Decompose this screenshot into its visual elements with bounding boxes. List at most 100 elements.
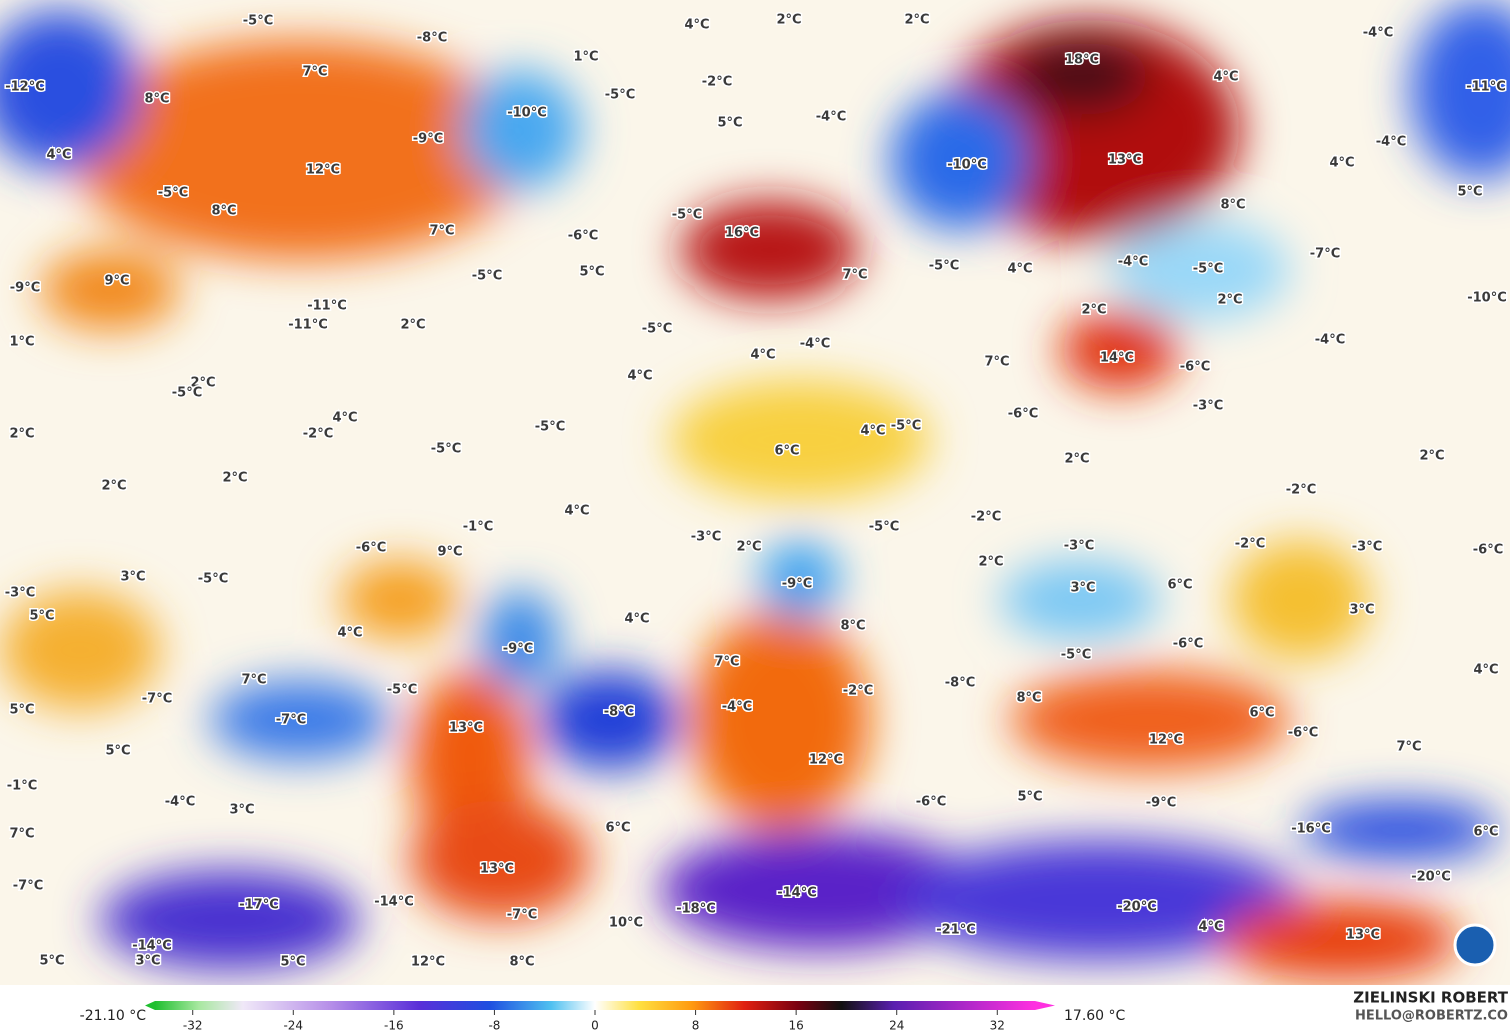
temperature-label: 13°C: [449, 721, 483, 736]
temperature-label: 2°C: [736, 540, 761, 555]
temperature-label: -11°C: [307, 299, 347, 314]
temperature-label: 3°C: [1070, 581, 1095, 596]
temperature-label: -5°C: [198, 572, 228, 587]
noaa-logo: [1453, 923, 1497, 967]
temperature-label: -2°C: [1235, 537, 1265, 552]
temperature-label: 6°C: [605, 821, 630, 836]
temperature-label: -18°C: [676, 902, 716, 917]
temperature-label: 2°C: [400, 318, 425, 333]
temperature-label: 4°C: [332, 411, 357, 426]
temperature-label: 4°C: [46, 148, 71, 163]
temperature-label: -5°C: [243, 14, 273, 29]
temperature-label: -10°C: [507, 106, 547, 121]
temperature-label: -4°C: [1118, 255, 1148, 270]
temperature-label: -2°C: [1286, 483, 1316, 498]
temperature-label: -4°C: [816, 110, 846, 125]
temperature-label: 4°C: [750, 348, 775, 363]
temperature-label: -7°C: [13, 879, 43, 894]
temperature-label: -5°C: [869, 520, 899, 535]
temperature-label: 1°C: [9, 335, 34, 350]
temperature-label: -7°C: [1310, 247, 1340, 262]
temperature-label: -5°C: [1193, 262, 1223, 277]
temperature-label: 3°C: [1349, 603, 1374, 618]
temperature-label: -17°C: [239, 898, 279, 913]
temperature-label: 7°C: [984, 355, 1009, 370]
temperature-label: 12°C: [411, 955, 445, 970]
temperature-label: 13°C: [1108, 153, 1142, 168]
temperature-label: -6°C: [1008, 407, 1038, 422]
temperature-label: -14°C: [777, 886, 817, 901]
temperature-label: -5°C: [929, 259, 959, 274]
temperature-label: -5°C: [891, 419, 921, 434]
temperature-label: -5°C: [642, 322, 672, 337]
temperature-label: -3°C: [1193, 399, 1223, 414]
min-label: -21.10 °C: [80, 1008, 147, 1024]
temperature-label: -4°C: [165, 795, 195, 810]
temperature-label: 13°C: [480, 862, 514, 877]
temperature-label: 1°C: [573, 50, 598, 65]
colorbar-tick-label: 32: [990, 1019, 1005, 1033]
temperature-label: -14°C: [132, 939, 172, 954]
colorbar-tick-label: 8: [692, 1019, 700, 1033]
temperature-label: 2°C: [1419, 449, 1444, 464]
temperature-label: 2°C: [1064, 452, 1089, 467]
temperature-label: 5°C: [1017, 790, 1042, 805]
temperature-label: -6°C: [916, 795, 946, 810]
temperature-label: 2°C: [101, 479, 126, 494]
temperature-label: 2°C: [1217, 293, 1242, 308]
colorbar-min-arrow: [145, 1001, 155, 1010]
temperature-label: -3°C: [5, 586, 35, 601]
temperature-label: -4°C: [1315, 333, 1345, 348]
temperature-label: -11°C: [288, 318, 328, 333]
temperature-label: 2°C: [222, 471, 247, 486]
temperature-label: 7°C: [714, 655, 739, 670]
temperature-label: 3°C: [120, 570, 145, 585]
max-label: 17.60 °C: [1064, 1008, 1126, 1024]
temperature-label: 7°C: [1396, 740, 1421, 755]
temperature-label: 7°C: [9, 827, 34, 842]
temperature-label: 4°C: [860, 424, 885, 439]
temperature-label: 8°C: [1220, 198, 1245, 213]
colorbar-tick-label: 24: [889, 1019, 904, 1033]
temperature-label: -6°C: [568, 229, 598, 244]
temperature-label: -9°C: [1146, 796, 1176, 811]
temperature-label: 7°C: [241, 673, 266, 688]
temperature-label: 4°C: [1198, 920, 1223, 935]
temperature-label: -5°C: [431, 442, 461, 457]
temperature-label: -2°C: [303, 427, 333, 442]
temperature-label: 4°C: [1473, 663, 1498, 678]
temperature-label: 4°C: [627, 369, 652, 384]
temperature-label: -5°C: [672, 208, 702, 223]
temperature-label: -4°C: [1363, 26, 1393, 41]
temperature-label: 5°C: [280, 955, 305, 970]
temperature-label: -12°C: [5, 80, 45, 95]
temperature-label: -10°C: [947, 158, 987, 173]
temperature-label: -5°C: [172, 386, 202, 401]
temperature-label: 5°C: [105, 744, 130, 759]
temperature-label: -7°C: [142, 692, 172, 707]
temperature-label: 4°C: [684, 18, 709, 33]
temperature-label: 12°C: [809, 753, 843, 768]
temperature-label: 10°C: [609, 916, 643, 931]
temperature-label: 2°C: [9, 427, 34, 442]
colorbar-max-arrow: [1035, 1001, 1055, 1010]
temperature-label: 12°C: [1149, 733, 1183, 748]
colorbar-tick-label: 16: [789, 1019, 804, 1033]
temperature-label: -1°C: [463, 520, 493, 535]
temperature-label: -1°C: [7, 779, 37, 794]
temperature-label: -9°C: [782, 577, 812, 592]
email: HELLO@ROBERTZ.CO: [1355, 1009, 1508, 1024]
temperature-label: -3°C: [1064, 539, 1094, 554]
temperature-label: 2°C: [978, 555, 1003, 570]
temperature-label: -5°C: [1061, 648, 1091, 663]
temperature-label: -5°C: [387, 683, 417, 698]
temperature-label: -6°C: [1180, 360, 1210, 375]
temperature-label: -5°C: [605, 88, 635, 103]
temperature-label: 3°C: [229, 803, 254, 818]
temperature-label: -7°C: [276, 713, 306, 728]
temperature-label: 2°C: [904, 13, 929, 28]
temperature-label: -16°C: [1291, 822, 1331, 837]
temperature-label: 4°C: [1329, 156, 1354, 171]
temperature-label: -11°C: [1466, 80, 1506, 95]
temperature-label: 9°C: [104, 274, 129, 289]
